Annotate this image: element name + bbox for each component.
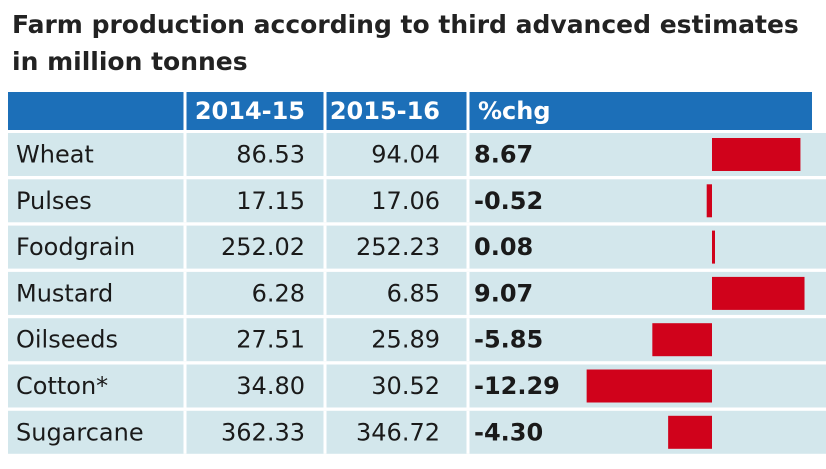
change-bar: [652, 323, 712, 357]
column-header: %chg: [478, 97, 551, 125]
header-row: [8, 92, 812, 130]
row-label: Sugarcane: [16, 418, 144, 446]
change-bar: [706, 184, 712, 218]
change-value: -0.52: [474, 187, 543, 215]
cell-value: 6.85: [387, 279, 440, 307]
row-background: [8, 179, 826, 223]
cell-value: 86.53: [236, 141, 305, 169]
row-label: Cotton*: [16, 372, 108, 400]
cell-value: 25.89: [371, 326, 440, 354]
cell-value: 6.28: [252, 279, 305, 307]
row-background: [8, 271, 826, 315]
row-background: [8, 225, 826, 269]
cell-value: 30.52: [371, 372, 440, 400]
change-value: -4.30: [474, 418, 543, 446]
row-label: Mustard: [16, 279, 113, 307]
row-label: Wheat: [16, 141, 94, 169]
cell-value: 252.23: [356, 233, 440, 261]
cell-value: 17.15: [236, 187, 305, 215]
change-value: 0.08: [474, 233, 533, 261]
cell-value: 17.06: [371, 187, 440, 215]
cell-value: 362.33: [221, 418, 305, 446]
change-value: 9.07: [474, 279, 533, 307]
row-label: Foodgrain: [16, 233, 135, 261]
change-value: -5.85: [474, 326, 543, 354]
title: Farm production according to third advan…: [12, 10, 799, 39]
change-bar: [586, 369, 712, 403]
cell-value: 27.51: [236, 326, 305, 354]
row-label: Oilseeds: [16, 326, 118, 354]
cell-value: 252.02: [221, 233, 305, 261]
change-value: 8.67: [474, 141, 533, 169]
subtitle: in million tonnes: [12, 47, 248, 76]
row-background: [8, 133, 826, 176]
change-bar: [712, 138, 801, 171]
change-bar: [712, 230, 715, 264]
cell-value: 94.04: [371, 141, 440, 169]
cell-value: 34.80: [236, 372, 305, 400]
change-value: -12.29: [474, 372, 560, 400]
column-header: 2014-15: [195, 97, 305, 125]
change-bar: [712, 276, 805, 310]
row-label: Pulses: [16, 187, 92, 215]
column-header: 2015-16: [330, 97, 440, 125]
cell-value: 346.72: [356, 418, 440, 446]
change-bar: [668, 415, 712, 449]
